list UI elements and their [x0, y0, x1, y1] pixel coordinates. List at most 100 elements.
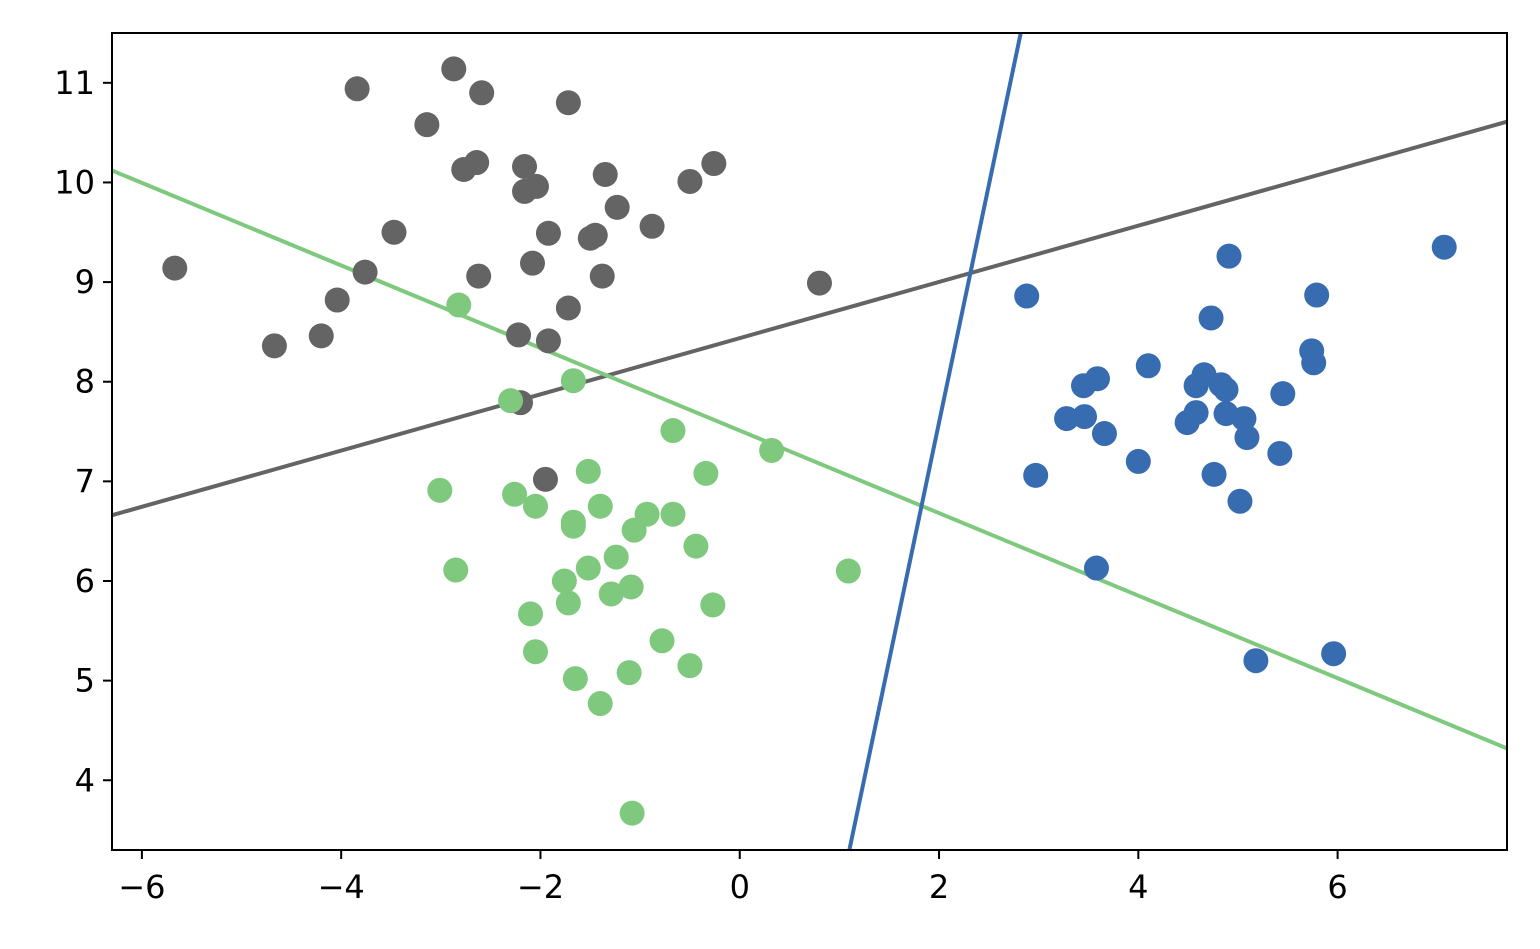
data-point — [414, 112, 440, 138]
data-point — [1321, 641, 1347, 667]
data-point — [634, 501, 660, 527]
data-point — [381, 219, 407, 245]
y-tick-label: 10 — [54, 163, 95, 201]
x-tick-label: 2 — [929, 868, 949, 906]
data-point — [1091, 421, 1117, 447]
data-point — [562, 666, 588, 692]
data-point — [469, 80, 495, 106]
data-point — [1135, 353, 1161, 379]
data-point — [535, 328, 561, 354]
x-tick-label: 6 — [1327, 868, 1347, 906]
y-tick-label: 7 — [75, 462, 95, 500]
data-point — [619, 800, 645, 826]
data-point — [551, 568, 577, 594]
boundary-line-0 — [112, 119, 1507, 518]
data-point — [1304, 282, 1330, 308]
data-point — [1301, 350, 1327, 376]
plot-background — [112, 33, 1507, 850]
data-point — [535, 220, 561, 246]
data-point — [522, 639, 548, 665]
y-tick-label: 6 — [75, 562, 95, 600]
data-point — [1084, 366, 1110, 392]
data-point — [1201, 461, 1227, 487]
data-point — [759, 437, 785, 463]
data-point — [575, 555, 601, 581]
data-point — [683, 533, 709, 559]
data-point — [701, 151, 727, 177]
data-point — [660, 418, 686, 444]
x-tick-label: −6 — [118, 868, 165, 906]
data-point — [1083, 555, 1109, 581]
data-point — [1023, 462, 1049, 488]
data-point — [1231, 406, 1257, 432]
data-point — [806, 270, 832, 296]
data-point — [506, 322, 532, 348]
data-point — [560, 368, 586, 394]
y-tick-label: 4 — [75, 761, 95, 799]
decision-lines — [112, 33, 1507, 850]
data-point — [700, 592, 726, 618]
y-tick-label: 11 — [54, 64, 95, 102]
data-point — [1243, 648, 1269, 674]
data-point — [1216, 243, 1242, 269]
data-point — [519, 250, 545, 276]
data-point — [1183, 400, 1209, 426]
data-point — [1227, 488, 1253, 514]
data-point — [532, 466, 558, 492]
data-point — [261, 333, 287, 359]
data-point — [352, 259, 378, 285]
y-axis: 4 5 6 7 8 9 10 11 — [54, 64, 112, 799]
x-tick-label: 4 — [1128, 868, 1148, 906]
data-point — [502, 481, 528, 507]
data-point — [555, 295, 581, 321]
data-point — [427, 477, 453, 503]
data-point — [464, 150, 490, 176]
data-point — [1014, 283, 1040, 309]
data-point — [555, 590, 581, 616]
x-tick-label: 0 — [730, 868, 750, 906]
data-point — [555, 90, 581, 116]
data-point — [1431, 234, 1457, 260]
data-point — [592, 161, 618, 187]
data-point — [660, 501, 686, 527]
data-point — [1072, 404, 1098, 430]
x-tick-label: −4 — [318, 868, 365, 906]
data-point — [498, 388, 524, 414]
data-point — [587, 691, 613, 717]
data-point — [162, 255, 188, 281]
data-point — [677, 653, 703, 679]
data-point — [603, 544, 629, 570]
data-point — [677, 168, 703, 194]
data-point — [344, 76, 370, 102]
data-point — [1198, 305, 1224, 331]
data-points — [162, 56, 1457, 826]
data-point — [598, 581, 624, 607]
data-point — [616, 660, 642, 686]
boundary-line-2 — [847, 33, 1023, 850]
data-point — [693, 460, 719, 486]
data-point — [466, 263, 492, 289]
data-point — [589, 263, 615, 289]
data-point — [441, 56, 467, 82]
data-point — [649, 628, 675, 654]
data-point — [518, 601, 543, 627]
data-point — [835, 558, 861, 584]
data-point — [1125, 448, 1151, 474]
data-point — [560, 513, 586, 539]
data-point — [587, 493, 613, 519]
y-tick-label: 5 — [75, 662, 95, 700]
plot-frame — [111, 32, 1508, 851]
data-point — [308, 323, 334, 349]
data-point — [443, 557, 469, 583]
data-point — [1270, 381, 1296, 407]
data-point — [575, 458, 601, 484]
data-point — [512, 154, 538, 180]
data-point — [1267, 440, 1293, 466]
boundary-line-1 — [112, 168, 1507, 751]
y-tick-label: 8 — [75, 363, 95, 401]
data-point — [1234, 425, 1260, 451]
data-point — [324, 287, 350, 313]
data-point — [1213, 377, 1239, 403]
x-axis: −6 −4 −2 0 2 4 6 — [118, 850, 1348, 906]
